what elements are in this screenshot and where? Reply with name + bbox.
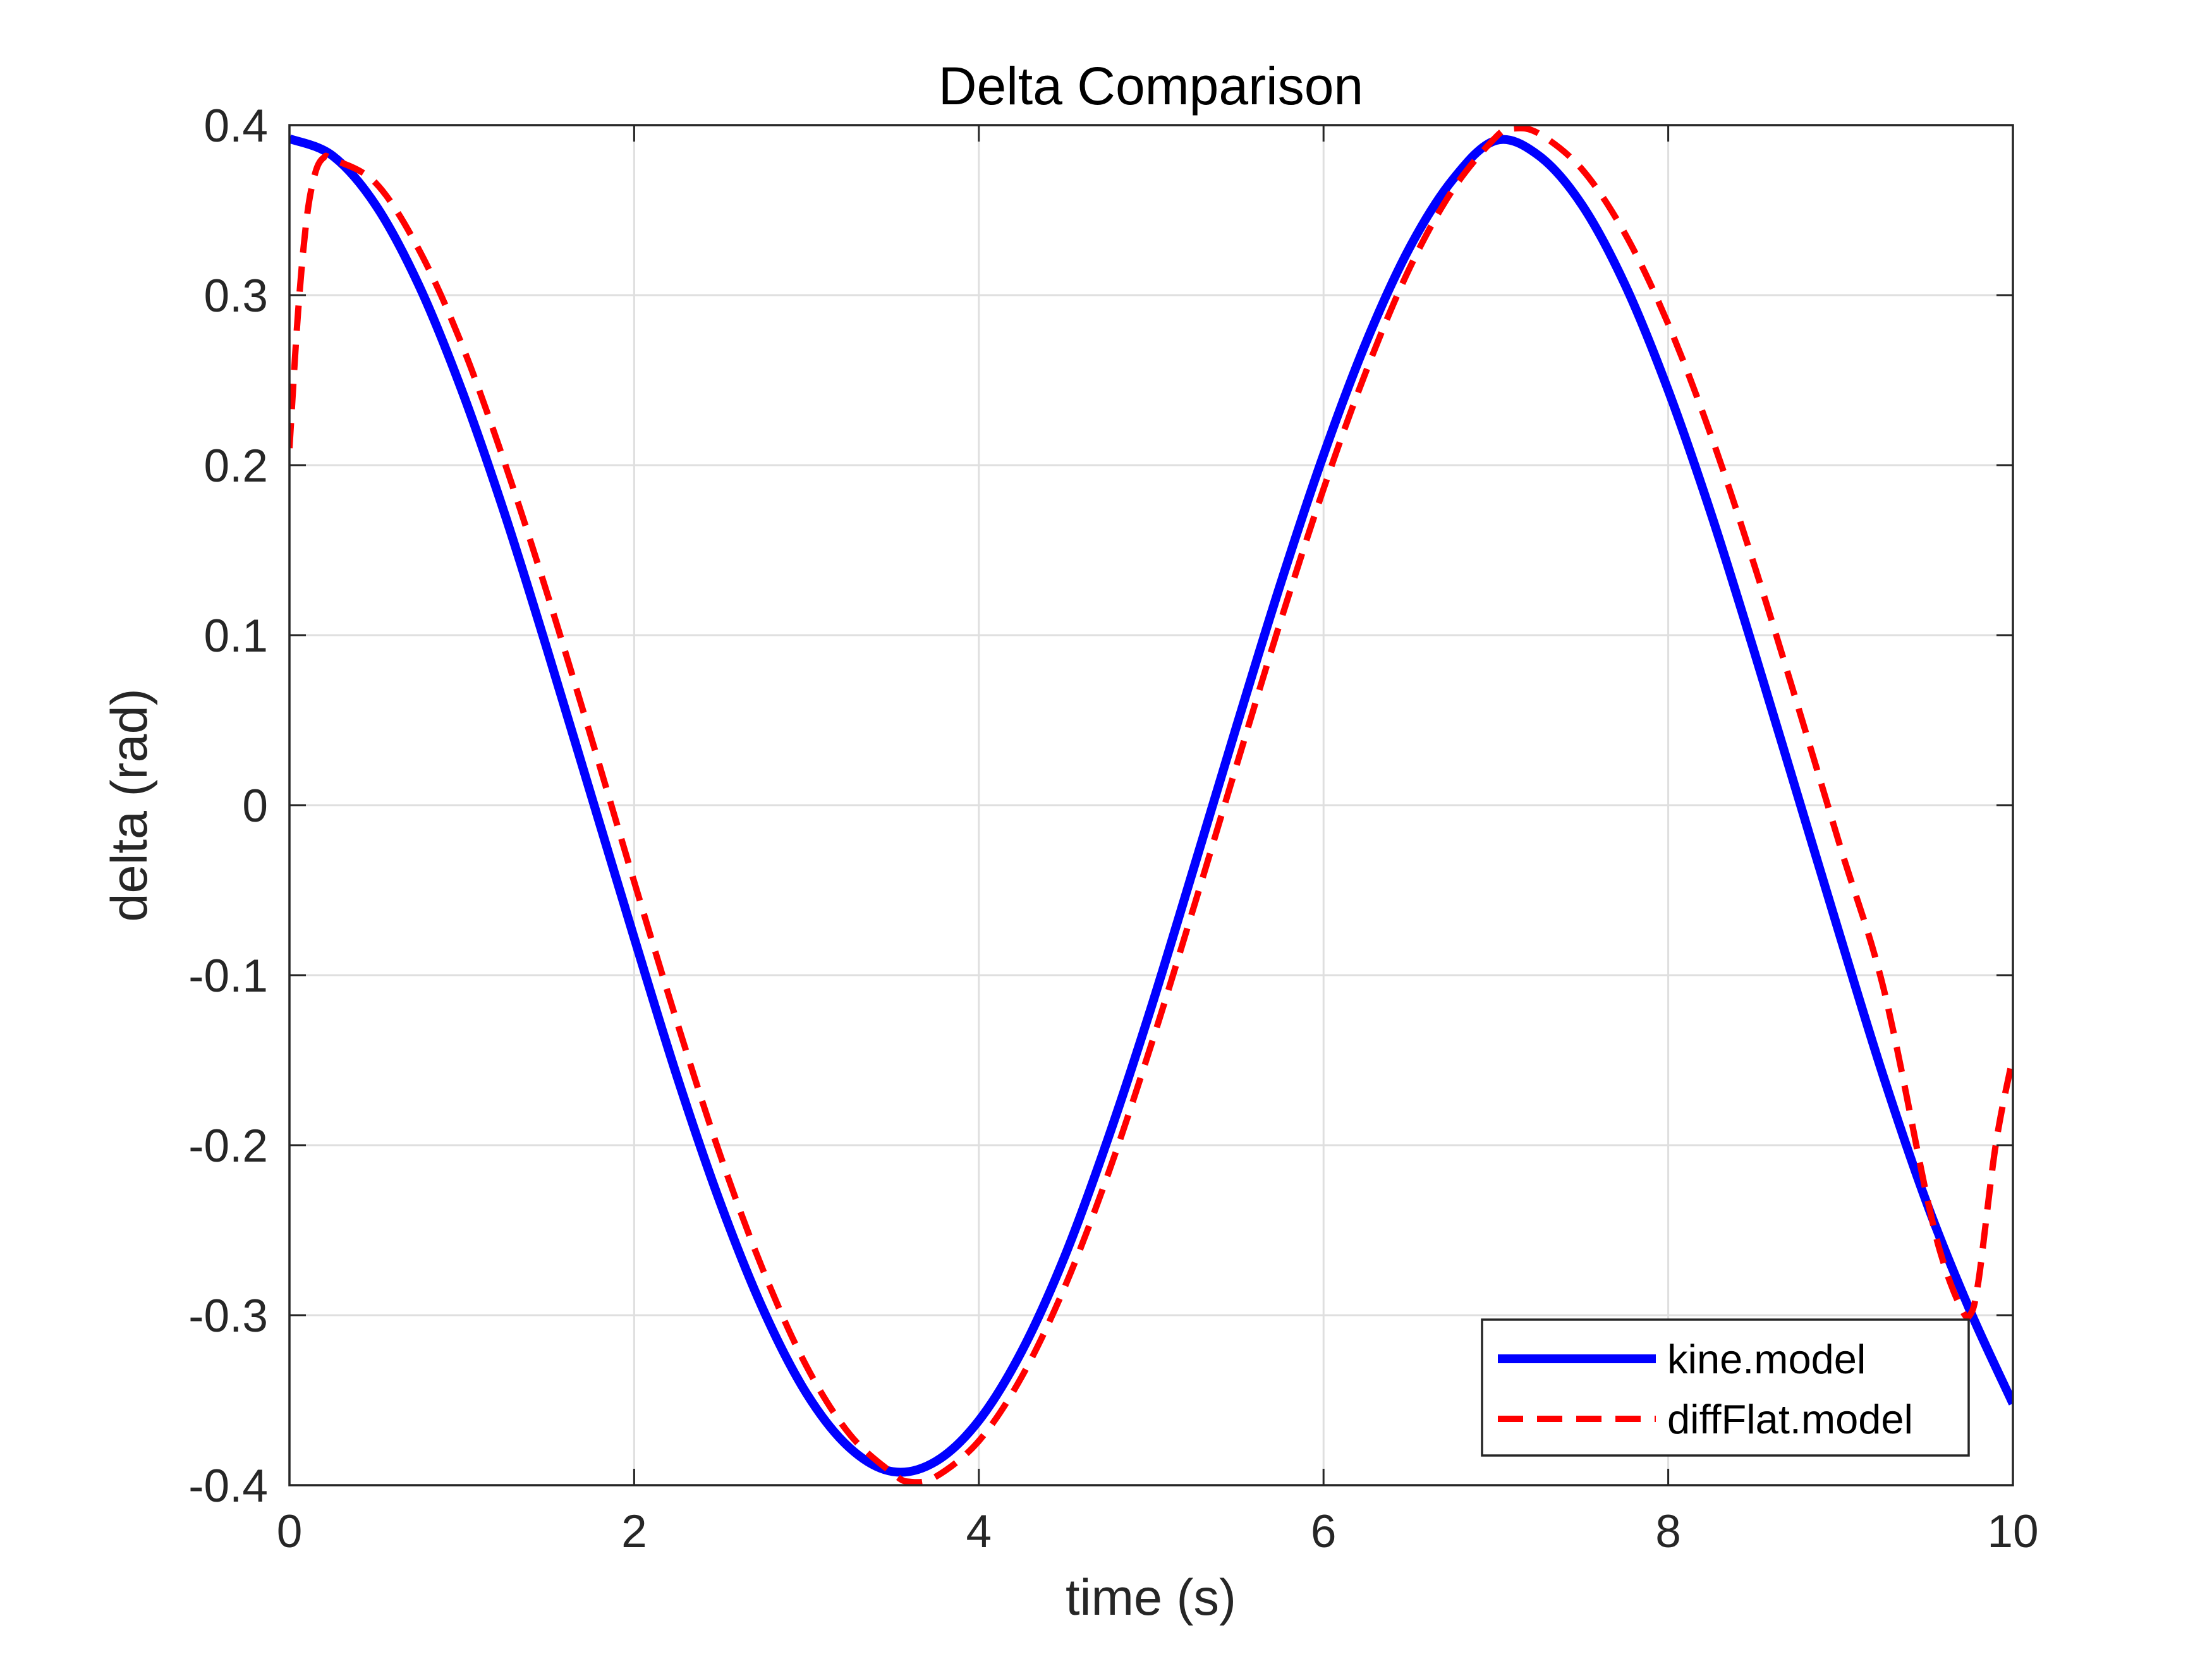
legend-label-kine-model: kine.model: [1667, 1336, 1866, 1382]
series-layer: [289, 125, 2013, 1485]
y-tick-label: 0.3: [204, 270, 268, 322]
y-tick-label: -0.3: [188, 1291, 268, 1342]
x-tick-label: 4: [966, 1506, 992, 1557]
y-tick-label: 0: [242, 781, 268, 832]
y-tick-labels: -0.4 -0.3 -0.2 -0.1 0 0.1 0.2 0.3 0.4: [188, 100, 268, 1512]
x-tick-label: 6: [1311, 1506, 1337, 1557]
tick-marks: [288, 124, 2014, 1486]
series-line-diffflat-model: [289, 125, 2013, 1485]
x-tick-labels: 0 2 4 6 8 10: [277, 1506, 2039, 1557]
y-tick-label: 0.2: [204, 441, 268, 492]
y-tick-label: 0.4: [204, 100, 268, 152]
x-tick-label: 2: [621, 1506, 647, 1557]
x-tick-label: 10: [1987, 1506, 2038, 1557]
chart-title: Delta Comparison: [939, 56, 1363, 116]
legend: kine.model diffFlat.model: [1481, 1318, 1970, 1457]
series-line-kine-model: [289, 134, 2013, 1477]
y-tick-label: -0.2: [188, 1121, 268, 1172]
y-tick-label: -0.1: [188, 951, 268, 1002]
x-axis-label: time (s): [1066, 1569, 1236, 1626]
x-tick-label: 8: [1655, 1506, 1681, 1557]
legend-box: [1481, 1318, 1970, 1457]
y-tick-label: -0.4: [188, 1461, 268, 1512]
x-tick-label: 0: [277, 1506, 303, 1557]
y-tick-label: 0.1: [204, 611, 268, 662]
y-axis-label: delta (rad): [101, 688, 158, 921]
legend-label-diffflat-model: diffFlat.model: [1667, 1396, 1913, 1442]
